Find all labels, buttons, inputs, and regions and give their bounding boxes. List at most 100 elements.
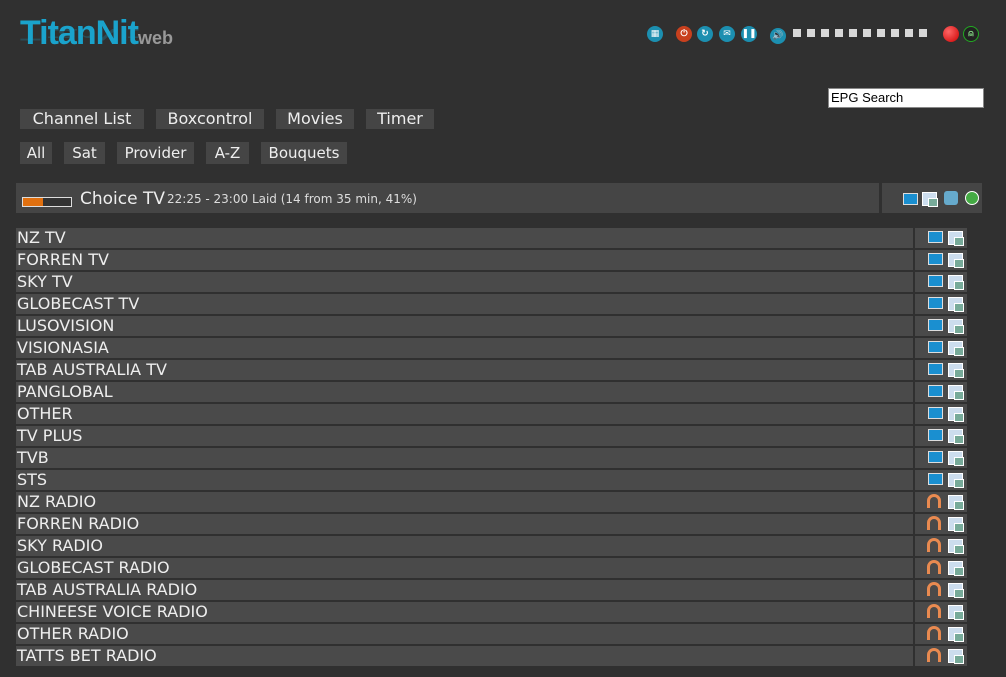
bouquet-actions [915, 404, 967, 424]
tv-icon[interactable] [928, 363, 943, 375]
nav-boxcontrol[interactable]: Boxcontrol [156, 109, 264, 129]
filter-a-z[interactable]: A-Z [206, 142, 249, 164]
nav-channel-list[interactable]: Channel List [20, 109, 144, 129]
logo: TitanNitweb [20, 14, 173, 53]
bouquet-row[interactable]: FORREN TV [16, 250, 913, 270]
radio-icon[interactable] [927, 582, 941, 596]
filter-all[interactable]: All [20, 142, 52, 164]
epg-icon[interactable] [948, 429, 964, 444]
volume-step[interactable] [807, 29, 815, 37]
tv-icon[interactable] [903, 193, 918, 205]
record-icon[interactable] [943, 26, 959, 42]
tv-icon[interactable] [928, 231, 943, 243]
epg-search-input[interactable]: EPG Search [828, 88, 984, 108]
bouquet-row[interactable]: NZ RADIO [16, 492, 913, 512]
bouquet-row[interactable]: OTHER RADIO [16, 624, 913, 644]
bouquet-row[interactable]: SKY TV [16, 272, 913, 292]
volume-step[interactable] [905, 29, 913, 37]
volume-step[interactable] [891, 29, 899, 37]
bouquet-row[interactable]: SKY RADIO [16, 536, 913, 556]
bouquet-row[interactable]: TVB [16, 448, 913, 468]
volume-step[interactable] [793, 29, 801, 37]
epg-icon[interactable] [948, 231, 964, 246]
tv-icon[interactable] [928, 275, 943, 287]
tv-icon[interactable] [928, 341, 943, 353]
current-channel-name[interactable]: Choice TV [80, 189, 165, 209]
volume-icon[interactable]: 🔊 [770, 28, 786, 44]
bouquet-row[interactable]: GLOBECAST TV [16, 294, 913, 314]
filter-provider[interactable]: Provider [117, 142, 194, 164]
bouquet-row[interactable]: TV PLUS [16, 426, 913, 446]
epg-icon[interactable] [948, 407, 964, 422]
radio-icon[interactable] [927, 648, 941, 662]
volume-step[interactable] [877, 29, 885, 37]
bouquet-actions [915, 448, 967, 468]
tv-icon[interactable] [928, 407, 943, 419]
remote-icon[interactable]: ▦ [647, 26, 663, 42]
bouquet-row[interactable]: TAB AUSTRALIA TV [16, 360, 913, 380]
stream-icon[interactable]: ⍝ [963, 26, 979, 42]
tv-icon[interactable] [928, 253, 943, 265]
radio-icon[interactable] [927, 560, 941, 574]
epg-icon[interactable] [922, 192, 938, 207]
volume-step[interactable] [835, 29, 843, 37]
volume-step[interactable] [919, 29, 927, 37]
epg-icon[interactable] [948, 495, 964, 510]
tv-icon[interactable] [928, 473, 943, 485]
epg-icon[interactable] [948, 649, 964, 664]
epg-icon[interactable] [948, 385, 964, 400]
bouquet-row[interactable]: PANGLOBAL [16, 382, 913, 402]
epg-icon[interactable] [948, 583, 964, 598]
epg-icon[interactable] [948, 319, 964, 334]
epg-icon[interactable] [948, 539, 964, 554]
bouquet-row[interactable]: VISIONASIA [16, 338, 913, 358]
tv-icon[interactable] [928, 319, 943, 331]
volume-step[interactable] [821, 29, 829, 37]
radio-icon[interactable] [927, 516, 941, 530]
epg-icon[interactable] [948, 517, 964, 532]
bouquet-row[interactable]: TAB AUSTRALIA RADIO [16, 580, 913, 600]
bouquet-actions [915, 360, 967, 380]
bouquet-actions [915, 382, 967, 402]
filter-sat[interactable]: Sat [64, 142, 105, 164]
radio-icon[interactable] [927, 626, 941, 640]
epg-icon[interactable] [948, 605, 964, 620]
tv-icon[interactable] [928, 297, 943, 309]
epg-icon[interactable] [948, 451, 964, 466]
bouquet-row[interactable]: LUSOVISION [16, 316, 913, 336]
radio-icon[interactable] [927, 538, 941, 552]
filter-bouquets[interactable]: Bouquets [261, 142, 347, 164]
epg-icon[interactable] [948, 627, 964, 642]
tv-icon[interactable] [928, 451, 943, 463]
epg-icon[interactable] [948, 297, 964, 312]
nav-movies[interactable]: Movies [276, 109, 354, 129]
bouquet-row[interactable]: STS [16, 470, 913, 490]
radio-icon[interactable] [927, 494, 941, 508]
radio-icon[interactable] [927, 604, 941, 618]
pause-icon[interactable]: ❚❚ [741, 26, 757, 42]
bouquet-row[interactable]: GLOBECAST RADIO [16, 558, 913, 578]
epg-icon[interactable] [948, 473, 964, 488]
bouquet-row[interactable]: TATTS BET RADIO [16, 646, 913, 666]
epg-icon[interactable] [948, 341, 964, 356]
volume-step[interactable] [863, 29, 871, 37]
tv-icon[interactable] [928, 429, 943, 441]
epg-icon[interactable] [948, 363, 964, 378]
web-epg-icon[interactable] [944, 191, 958, 205]
power-icon[interactable]: ⏻ [676, 26, 692, 42]
nav-timer[interactable]: Timer [366, 109, 434, 129]
current-channel-bar [16, 183, 879, 213]
epg-icon[interactable] [948, 561, 964, 576]
tv-icon[interactable] [928, 385, 943, 397]
volume-step[interactable] [849, 29, 857, 37]
bouquet-row[interactable]: NZ TV [16, 228, 913, 248]
bouquet-row[interactable]: OTHER [16, 404, 913, 424]
message-icon[interactable]: ✉ [719, 26, 735, 42]
epg-icon[interactable] [948, 275, 964, 290]
logo-text: TitanNit [20, 14, 139, 52]
bouquet-row[interactable]: FORREN RADIO [16, 514, 913, 534]
restart-icon[interactable]: ↻ [697, 26, 713, 42]
bouquet-row[interactable]: CHINEESE VOICE RADIO [16, 602, 913, 622]
globe-icon[interactable] [965, 191, 979, 205]
epg-icon[interactable] [948, 253, 964, 268]
